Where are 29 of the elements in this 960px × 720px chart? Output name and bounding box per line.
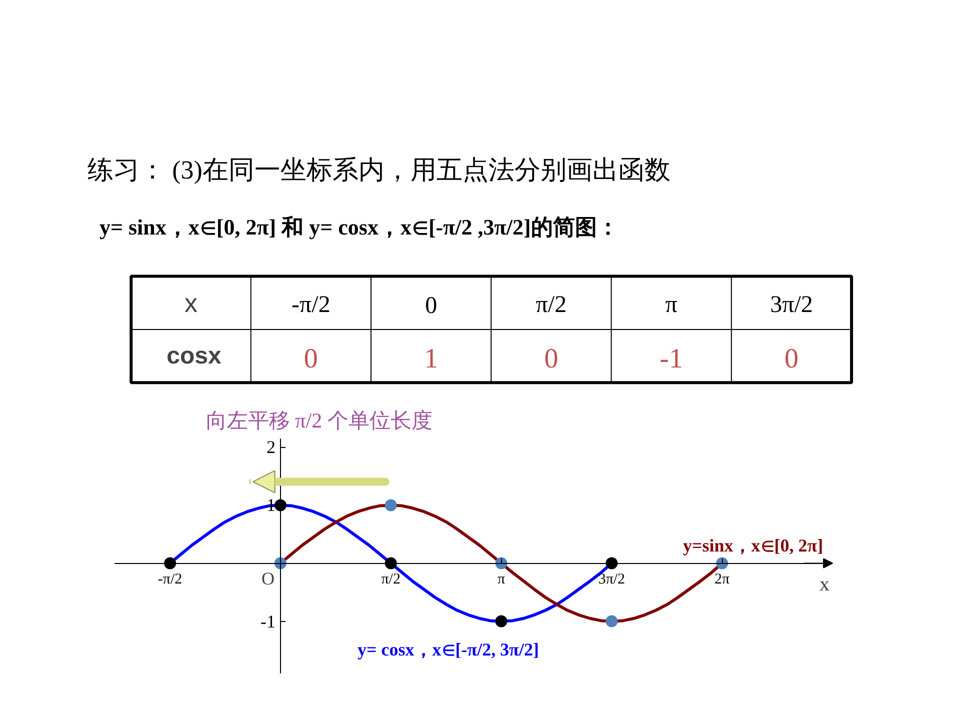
x-tick-label: -π/2	[158, 571, 182, 588]
text: π	[665, 292, 678, 318]
x-tick-label: π	[497, 571, 506, 588]
text: 1	[424, 344, 438, 375]
series-label: y= cosx，x∈[-π/2, 3π/2]	[358, 639, 540, 660]
text: 0	[425, 292, 438, 319]
chart-title: 练习： (3)在同一坐标系内，用五点法分别画出函数	[88, 155, 670, 184]
y-tick-label: -1	[260, 611, 276, 632]
x-tick-label: 3π/2	[598, 571, 626, 588]
x-tick-label: 2π	[714, 571, 730, 588]
text: 向左平移 π/2 个单位长度	[206, 408, 432, 432]
text: 3π/2	[770, 292, 813, 318]
series-label: y=sinx，x∈[0, 2π]	[683, 535, 824, 556]
text: 0	[784, 344, 798, 375]
text: cosx	[166, 342, 222, 370]
point	[495, 615, 508, 628]
annotation: O	[261, 568, 274, 588]
text: 0	[544, 344, 558, 375]
text: x	[184, 288, 198, 318]
text: π/2	[536, 292, 567, 318]
y-tick-label: 2	[266, 437, 276, 458]
text: -1	[660, 344, 684, 375]
x-tick-label: π/2	[381, 571, 400, 588]
text: 0	[304, 344, 318, 375]
point	[384, 499, 397, 512]
text: -π/2	[292, 292, 330, 318]
x-axis-title: x	[820, 573, 830, 596]
chart-subtitle: y= sinx，x∈[0, 2π] 和 y= cosx，x∈[-π/2 ,3π/2]的简图：	[99, 214, 619, 240]
point	[606, 615, 618, 628]
